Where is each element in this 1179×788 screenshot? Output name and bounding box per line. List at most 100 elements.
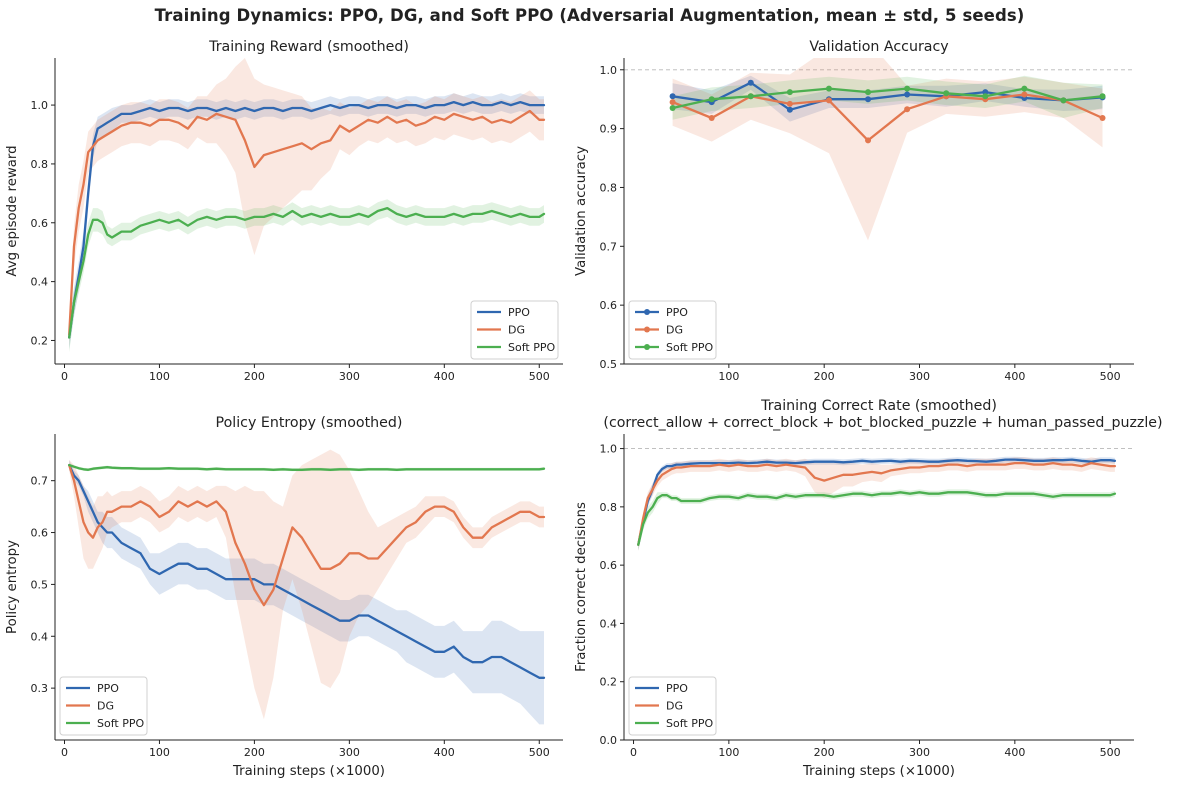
chart-title: Validation Accuracy (809, 39, 948, 55)
legend-box (628, 300, 717, 360)
legend-marker-ppo (644, 309, 650, 315)
x-tick-label: 100 (718, 370, 739, 383)
data-point-soft-ppo (865, 89, 872, 96)
validation-accuracy-chart: Validation Accuracy 100 200 300 400 500 0.5 0.6… (574, 38, 1179, 383)
x-tick-label: 100 (149, 370, 170, 383)
reward-chart: Training Reward (smoothed) 0 100 200 300 400 5… (0, 38, 590, 383)
legend-label-ppo: PPO (666, 682, 688, 695)
policy-entropy-chart: Policy Entropy (smoothed) 0 100 200 300 400 50… (0, 396, 590, 788)
data-point-soft-ppo (669, 105, 676, 112)
y-tick-label: 1.0 (31, 99, 49, 112)
y-tick-label: 0.8 (600, 181, 618, 194)
legend-box (59, 676, 148, 736)
entropy-svg: Policy Entropy (smoothed) 0 100 200 300 400 50… (5, 415, 563, 779)
std-band-ppo (672, 75, 1103, 122)
correct-svg: Training Correct Rate (smoothed)(correct… (574, 398, 1163, 779)
data-point-soft-ppo (747, 93, 754, 100)
correct-rate-chart: Training Correct Rate (smoothed) (correct… (574, 396, 1179, 788)
series-line-dg (637, 461, 1117, 546)
series-line-dg (68, 463, 546, 607)
data-point-soft-ppo (786, 89, 793, 96)
std-band-dg (672, 58, 1103, 241)
x-tick-label: 500 (529, 370, 550, 383)
x-tick-label: 0 (61, 746, 68, 759)
y-tick-label: 0.6 (600, 299, 618, 312)
x-tick-label: 0 (630, 746, 637, 759)
y-tick-label: 0.8 (31, 158, 49, 171)
series-line-ppo (68, 463, 546, 679)
series-line-dg (671, 93, 1104, 142)
legend-label-ppo: PPO (97, 682, 119, 695)
data-point-soft-ppo (1060, 97, 1067, 104)
data-point-dg (865, 137, 872, 144)
legend: PPO DG Soft PPO (470, 300, 559, 360)
x-tick-label: 400 (434, 746, 455, 759)
y-tick-label: 1.0 (600, 64, 618, 77)
series-line-ppo (671, 81, 1104, 111)
data-point-soft-ppo (1021, 85, 1028, 92)
legend-label-dg: DG (508, 324, 525, 337)
y-tick-label: 0.3 (31, 682, 49, 695)
std-band-soft-ppo (69, 199, 544, 353)
y-tick-label: 1.0 (600, 443, 618, 456)
legend-label-soft-ppo: Soft PPO (666, 341, 713, 354)
reward-svg: Training Reward (smoothed) 0 100 200 300 400 5… (5, 39, 563, 383)
legend-box (470, 300, 559, 360)
y-tick-label: 0.8 (600, 501, 618, 514)
x-tick-label: 400 (1004, 746, 1025, 759)
x-tick-label: 100 (149, 746, 170, 759)
x-tick-label: 300 (909, 746, 930, 759)
legend-label-dg: DG (666, 700, 683, 713)
y-tick-label: 0.5 (31, 578, 49, 591)
y-tick-label: 0.4 (31, 630, 49, 643)
data-point-dg (1099, 115, 1106, 122)
data-point-dg (708, 115, 715, 122)
series-line-soft-ppo (68, 463, 546, 471)
x-tick-label: 100 (718, 746, 739, 759)
data-point-soft-ppo (1099, 93, 1106, 100)
data-point-dg (786, 100, 793, 107)
y-axis-label: Validation accuracy (574, 146, 589, 276)
data-point-dg (825, 97, 832, 104)
legend: PPO DG Soft PPO (628, 676, 717, 736)
std-band-dg (69, 58, 544, 347)
x-tick-label: 400 (434, 370, 455, 383)
y-tick-label: 0.5 (600, 358, 618, 371)
chart-title: Training Correct Rate (smoothed) (760, 398, 997, 414)
data-point-ppo (904, 91, 911, 98)
legend-marker-dg (644, 326, 650, 333)
legend-label-soft-ppo: Soft PPO (508, 341, 555, 354)
data-point-ppo (747, 79, 754, 86)
valacc-svg: Validation Accuracy 100 200 300 400 500 0.5 0.6… (574, 39, 1134, 383)
series-line-dg (68, 109, 546, 336)
plot-area (669, 58, 1106, 241)
x-axis-label: Training steps (×1000) (232, 764, 385, 779)
std-band-ppo (69, 93, 544, 350)
x-tick-label: 200 (244, 746, 265, 759)
legend-label-soft-ppo: Soft PPO (666, 717, 713, 730)
x-axis-label: Training steps (×1000) (802, 764, 955, 779)
legend: PPO DG Soft PPO (628, 300, 717, 360)
data-point-ppo (786, 106, 793, 113)
data-point-dg (904, 106, 911, 113)
x-tick-label: 0 (61, 370, 68, 383)
series-line-soft-ppo (637, 491, 1117, 546)
chart-title: Training Reward (smoothed) (208, 39, 409, 55)
legend-label-dg: DG (666, 324, 683, 337)
x-tick-label: 300 (339, 370, 360, 383)
y-tick-label: 0.4 (31, 276, 49, 289)
legend-label-ppo: PPO (666, 306, 688, 319)
data-point-ppo (982, 89, 989, 96)
data-point-soft-ppo (982, 93, 989, 100)
y-tick-label: 0.0 (600, 734, 618, 747)
x-tick-label: 500 (529, 746, 550, 759)
x-tick-label: 200 (814, 746, 835, 759)
series-line-ppo (637, 458, 1117, 546)
y-tick-label: 0.4 (600, 617, 618, 630)
figure-title: Training Dynamics: PPO, DG, and Soft PPO… (154, 6, 1025, 25)
plot-area (68, 58, 546, 353)
series-line-ppo (68, 100, 546, 339)
data-point-ppo (669, 93, 676, 100)
std-band-dg (69, 449, 544, 720)
y-axis-label: Fraction correct decisions (574, 502, 589, 672)
